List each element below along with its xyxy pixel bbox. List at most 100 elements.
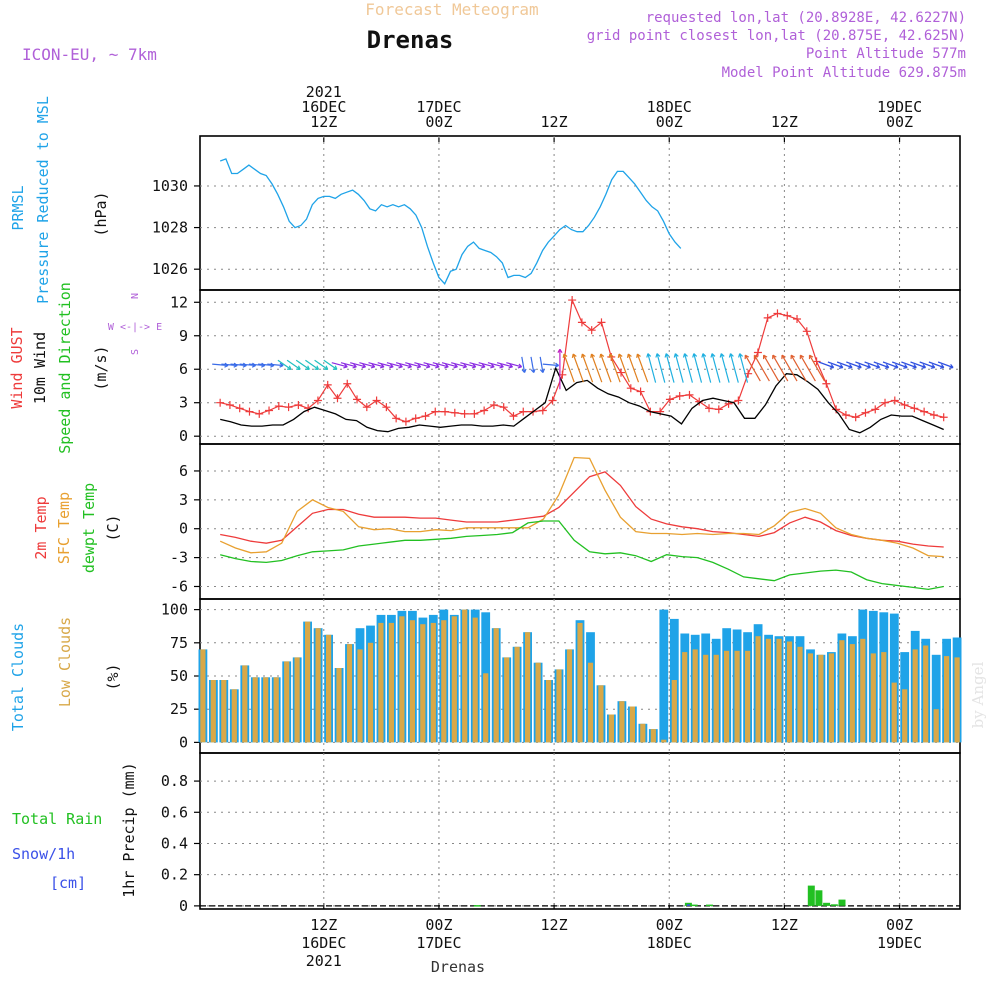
gust-marker (939, 413, 948, 422)
wind-labels: Wind GUST 10m Wind Speed and Direction (… (8, 282, 162, 454)
wind-direction-arrow (432, 362, 449, 369)
low-cloud-bar (692, 649, 698, 743)
y-tick-label: 1026 (152, 260, 188, 278)
bottom-time-label: 18DEC (647, 934, 692, 952)
low-cloud-bar (305, 621, 311, 743)
pressure-line (219, 158, 682, 285)
wind-direction-arrow (506, 362, 523, 369)
wind-direction-arrow (901, 361, 917, 369)
top-time-label: 16DEC (301, 98, 346, 116)
y-tick-label: 100 (161, 601, 188, 619)
gust-marker (489, 400, 498, 409)
model-altitude: Model Point Altitude 629.875m (722, 65, 966, 81)
gust-marker (255, 409, 264, 418)
wind-direction-arrow (646, 353, 657, 383)
low-cloud-bar (483, 673, 489, 743)
gust-marker (871, 405, 880, 414)
gust-marker (538, 406, 547, 415)
gust-marker (333, 394, 342, 403)
wind-direction-arrow (673, 353, 684, 383)
temp-label-2m: 2m Temp (32, 496, 50, 559)
wind-direction-arrow (781, 354, 798, 382)
low-cloud-bar (252, 677, 258, 743)
wind-direction-arrow (599, 353, 612, 383)
low-cloud-bar (923, 645, 929, 743)
y-tick-label: 75 (170, 634, 188, 652)
compass-north: N (130, 293, 141, 299)
low-cloud-bar (388, 622, 394, 743)
requested-coords: requested lon,lat (20.8928E, 42.6227N) (646, 10, 966, 26)
wind-direction-arrow (818, 361, 835, 369)
low-cloud-bar (797, 646, 803, 743)
gust-marker (362, 403, 371, 412)
low-cloud-bar (409, 620, 415, 743)
wind-direction-arrow (738, 353, 749, 383)
wind-direction-arrow (539, 356, 545, 373)
wind-direction-arrow (441, 362, 458, 369)
cloud-label-unit: (%) (104, 663, 122, 690)
bottom-time-label: 2021 (306, 952, 342, 970)
wind-label-10m: 10m Wind (31, 332, 49, 404)
top-time-label: 00Z (886, 113, 913, 131)
low-cloud-bar (357, 649, 363, 743)
bottom-time-label: 16DEC (301, 934, 346, 952)
footer-location: Drenas (431, 958, 485, 976)
gust-marker (343, 379, 352, 388)
gust-line (220, 297, 944, 423)
wind-direction-arrow (928, 361, 945, 369)
top-time-label: 18DEC (647, 98, 692, 116)
wind-direction-arrow (728, 353, 739, 383)
temp-sfc-line (219, 456, 944, 558)
gust-marker (841, 410, 850, 419)
wind-direction-arrow (451, 362, 468, 369)
wind-direction-arrow (590, 353, 603, 383)
panel-frame (199, 289, 961, 445)
gust-marker (225, 400, 234, 409)
wind-direction-arrow (331, 362, 348, 369)
wind-direction-arrow (368, 362, 385, 369)
wind-direction-arrow (882, 361, 899, 369)
gust-marker (450, 408, 459, 417)
low-cloud-bar (661, 739, 667, 743)
low-cloud-bar (315, 628, 321, 743)
gust-marker (802, 327, 811, 336)
bottom-time-label: 12Z (310, 916, 337, 934)
wind-direction-arrow (542, 362, 560, 368)
panel-frame (199, 135, 961, 291)
total-cloud-bar (931, 654, 941, 743)
low-cloud-bar (786, 641, 793, 743)
cloud-labels: Total Clouds Low Clouds (%) (9, 617, 122, 731)
wind-direction-arrow (562, 353, 575, 383)
gust-marker (431, 407, 440, 416)
low-cloud-bar (839, 640, 845, 743)
rain-bar (838, 899, 846, 906)
low-cloud-bar (629, 706, 635, 743)
precip-labels: Total Rain Snow/1h [cm] 1hr Precip (mm) (12, 762, 138, 897)
bottom-time-label: 12Z (771, 916, 798, 934)
wind-direction-arrow (772, 354, 789, 382)
wind-direction-arrow (891, 361, 908, 369)
top-time-label: 12Z (310, 113, 337, 131)
top-time-label: 19DEC (877, 98, 922, 116)
snow-bar (686, 904, 690, 906)
wind-direction-arrow (608, 353, 621, 383)
wind-direction-arrow (617, 353, 630, 383)
wind-direction-arrow (571, 353, 584, 383)
cloud-label-total: Total Clouds (9, 623, 27, 731)
low-cloud-bar (954, 657, 960, 743)
gust-marker (470, 409, 479, 418)
y-tick-label: 1030 (152, 177, 188, 195)
y-tick-label: 6 (179, 462, 188, 480)
low-cloud-bar (671, 680, 677, 743)
low-cloud-bar (367, 642, 374, 743)
gust-marker (597, 318, 606, 327)
y-tick-label: 0.6 (161, 803, 188, 821)
low-cloud-bar (598, 685, 604, 743)
gust-marker (929, 410, 938, 419)
gust-marker (401, 417, 410, 426)
wind-direction-arrow (286, 359, 301, 370)
point-altitude: Point Altitude 577m (806, 46, 966, 62)
gust-marker (900, 400, 909, 409)
